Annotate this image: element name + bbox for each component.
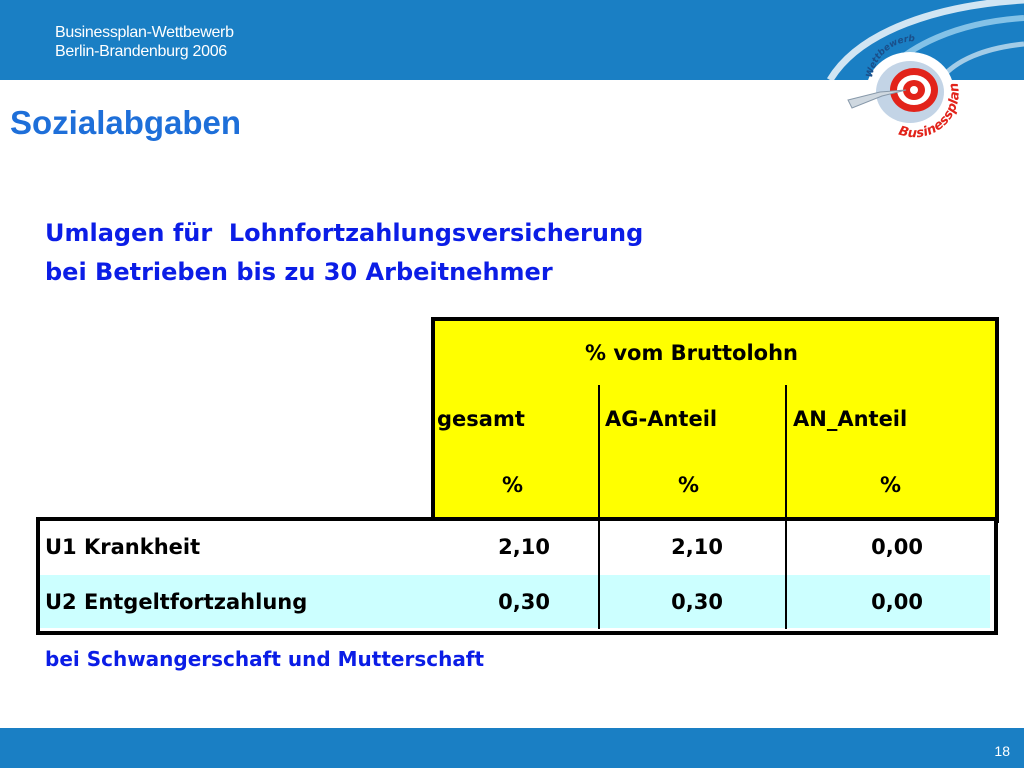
businessplan-target-logo: Wettbewerb Businessplan — [847, 34, 963, 141]
column-header-gesamt: gesamt — [437, 407, 525, 431]
column-divider-2 — [785, 385, 787, 629]
header-line-1: Businessplan-Wettbewerb — [55, 24, 234, 41]
row-1-gesamt: 2,10 — [498, 535, 550, 559]
row-2-label: U2 Entgeltfortzahlung — [45, 590, 308, 614]
row-2-gesamt: 0,30 — [498, 590, 550, 614]
row-1-label: U1 Krankheit — [45, 535, 201, 559]
table-group-header: % vom Bruttolohn — [585, 341, 799, 365]
footer-band — [0, 728, 1024, 768]
column-header-an-anteil: AN_Anteil — [793, 407, 908, 431]
row-2-an-anteil: 0,00 — [871, 590, 923, 614]
row-1-an-anteil: 0,00 — [871, 535, 923, 559]
table-header-block — [431, 317, 999, 523]
subtitle-line-2: bei Betrieben bis zu 30 Arbeitnehmer — [45, 258, 553, 286]
column-header-ag-anteil: AG-Anteil — [605, 407, 718, 431]
page-number: 18 — [994, 743, 1010, 759]
header-line-2: Berlin-Brandenburg 2006 — [55, 43, 227, 60]
unit-gesamt: % — [502, 473, 524, 497]
footnote: bei Schwangerschaft und Mutterschaft — [45, 647, 485, 671]
row-1-ag-anteil: 2,10 — [671, 535, 723, 559]
slide-title: Sozialabgaben — [10, 104, 242, 141]
subtitle-line-1: Umlagen für Lohnfortzahlungsversicherung — [45, 219, 644, 247]
unit-ag-anteil: % — [678, 473, 700, 497]
column-divider-1 — [598, 385, 600, 629]
unit-an-anteil: % — [880, 473, 902, 497]
header-band — [0, 0, 1024, 80]
row-2-ag-anteil: 0,30 — [671, 590, 723, 614]
table-row-2-background — [40, 575, 990, 628]
